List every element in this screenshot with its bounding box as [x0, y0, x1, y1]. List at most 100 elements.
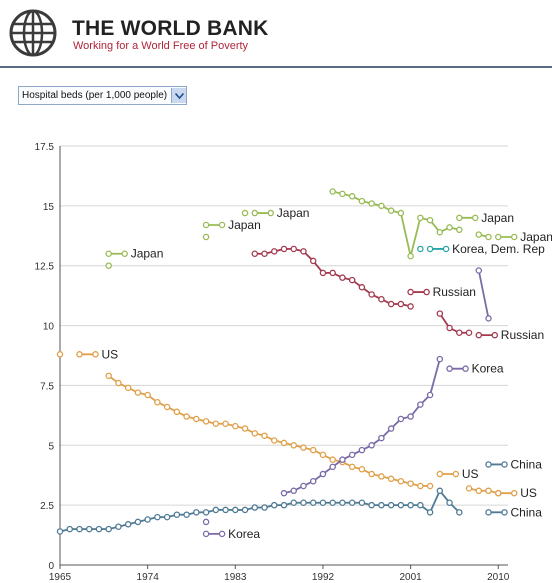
data-point: [319, 470, 327, 478]
data-point: [163, 403, 171, 411]
brand-name[interactable]: THE WORLD BANK: [72, 17, 269, 40]
series-line: [409, 217, 422, 257]
data-point: [378, 434, 385, 442]
y-tick-label: 2.5: [40, 501, 54, 512]
data-point: [173, 408, 181, 416]
data-point: [261, 432, 268, 439]
series-line: [429, 358, 441, 396]
label-marker-dot: [511, 233, 518, 241]
data-point: [95, 525, 103, 533]
x-tick-label: 1965: [49, 572, 72, 583]
data-point: [348, 499, 356, 506]
data-point: [456, 329, 463, 337]
data-point: [251, 504, 259, 511]
y-tick-label: 15: [43, 202, 55, 213]
data-point: [85, 525, 93, 533]
data-point: [232, 422, 239, 430]
series-label: US: [520, 486, 537, 500]
header: THE WORLD BANK Working for a World Free …: [0, 0, 552, 66]
data-point: [407, 252, 414, 260]
data-point: [329, 499, 336, 506]
series-label: China: [511, 505, 543, 519]
data-point: [241, 209, 249, 217]
x-tick-label: 2001: [399, 572, 422, 583]
series-label: Japan: [228, 218, 261, 232]
series-label: Russian: [501, 328, 544, 342]
data-point: [417, 482, 424, 490]
data-point: [348, 463, 356, 471]
data-point: [387, 300, 395, 308]
data-point: [300, 444, 307, 451]
indicator-select[interactable]: Hospital beds (per 1,000 people): [18, 86, 188, 105]
data-point: [329, 456, 336, 463]
label-marker-dot: [495, 489, 502, 497]
data-point: [124, 521, 132, 528]
label-marker-dot: [446, 365, 453, 372]
data-point: [417, 245, 424, 253]
label-marker-dot: [218, 221, 226, 229]
label-marker-dot: [485, 461, 492, 468]
label-marker-dot: [485, 509, 492, 516]
label-marker-dot: [267, 209, 275, 217]
y-tick-label: 0: [48, 561, 54, 572]
x-tick-label: 1983: [224, 572, 247, 583]
data-point: [251, 430, 259, 437]
label-marker-dot: [218, 530, 226, 538]
data-point: [105, 372, 112, 380]
globe-icon[interactable]: [8, 8, 58, 58]
data-point: [124, 384, 132, 392]
x-tick-label: 2010: [487, 572, 510, 583]
data-point: [241, 506, 249, 514]
chevron-down-icon[interactable]: [171, 88, 187, 103]
y-tick-label: 5: [48, 441, 54, 452]
data-point: [300, 248, 307, 255]
label-marker-dot: [472, 214, 479, 222]
data-point: [280, 439, 288, 447]
data-point: [309, 446, 317, 454]
data-point: [378, 501, 385, 509]
data-point: [348, 276, 356, 284]
data-point: [378, 202, 385, 210]
data-point: [475, 267, 483, 274]
label-marker-dot: [501, 509, 508, 516]
label-marker-dot: [436, 470, 444, 478]
data-point: [309, 499, 317, 506]
data-point: [485, 315, 492, 322]
data-point: [417, 501, 424, 509]
series-label: Korea, Dem. Rep: [452, 242, 545, 256]
data-point: [193, 415, 200, 423]
data-point: [251, 250, 259, 257]
data-point: [358, 284, 366, 291]
data-point: [485, 487, 492, 495]
data-point: [222, 506, 229, 514]
data-point: [115, 523, 122, 530]
data-point: [202, 518, 210, 526]
data-point: [300, 499, 307, 506]
x-tick-label: 1974: [137, 572, 160, 583]
series-line: [429, 490, 441, 513]
data-point: [397, 477, 405, 485]
label-marker-dot: [105, 250, 112, 257]
data-point: [261, 250, 268, 257]
series-label: Korea: [228, 527, 260, 541]
hospital-beds-chart: 0 2.5 5 7.5 10 12.5 15 17.5 1965 1974 1983 1992 2001…: [35, 142, 552, 583]
data-point: [358, 465, 366, 473]
data-point: [134, 518, 142, 526]
data-point: [144, 516, 151, 523]
data-point: [56, 528, 64, 535]
data-point: [475, 487, 483, 495]
data-point: [397, 501, 405, 509]
data-point: [319, 269, 327, 277]
data-point: [446, 324, 453, 332]
data-point: [436, 487, 444, 495]
data-point: [202, 233, 210, 241]
y-tick-label: 10: [43, 322, 55, 333]
data-point: [76, 525, 83, 533]
data-point: [173, 511, 181, 518]
data-point: [368, 470, 375, 478]
data-point: [426, 216, 434, 224]
data-point: [290, 442, 297, 449]
data-point: [105, 525, 112, 533]
data-point: [358, 197, 366, 205]
data-point: [271, 248, 278, 255]
